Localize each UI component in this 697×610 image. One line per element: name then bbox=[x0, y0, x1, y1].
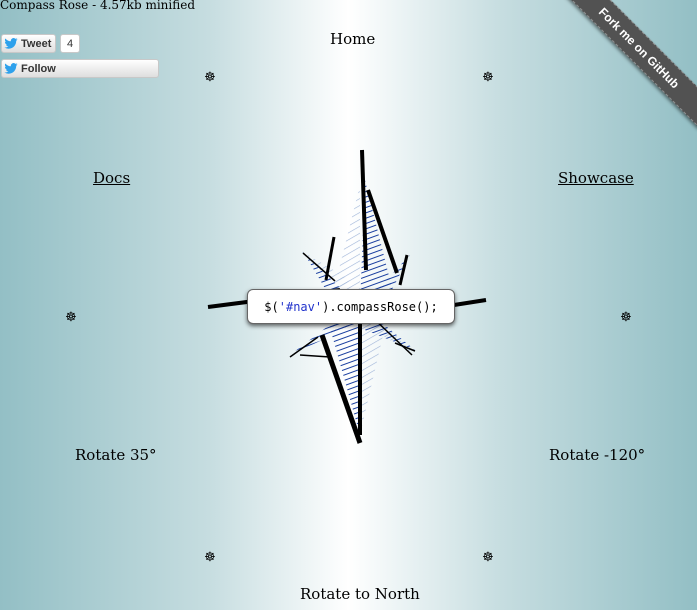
tweet-label: Tweet bbox=[21, 37, 52, 50]
nav-rotate-neg120[interactable]: Rotate -120° bbox=[549, 446, 646, 464]
nav-docs[interactable]: Docs bbox=[93, 169, 131, 187]
ship-wheel-icon: ☸ bbox=[65, 310, 77, 325]
twitter-bird-icon bbox=[4, 38, 18, 49]
page-title: Compass Rose - 4.57kb minified bbox=[0, 0, 196, 12]
nav-home[interactable]: Home bbox=[330, 30, 376, 48]
code-snippet: $('#nav').compassRose(); bbox=[247, 289, 455, 324]
github-ribbon-label[interactable]: Fork me on GitHub bbox=[558, 0, 697, 129]
github-ribbon[interactable]: Fork me on GitHub bbox=[548, 0, 697, 149]
ship-wheel-icon: ☸ bbox=[482, 550, 494, 565]
code-prefix: $( bbox=[264, 299, 279, 314]
nav-showcase[interactable]: Showcase bbox=[558, 169, 634, 187]
twitter-bird-icon bbox=[4, 63, 18, 74]
ship-wheel-icon: ☸ bbox=[204, 550, 216, 565]
ship-wheel-icon: ☸ bbox=[204, 70, 216, 85]
code-selector: '#nav' bbox=[278, 299, 323, 314]
code-suffix: ).compassRose(); bbox=[322, 299, 438, 314]
ship-wheel-icon: ☸ bbox=[482, 70, 494, 85]
ship-wheel-icon: ☸ bbox=[620, 310, 632, 325]
follow-label: Follow bbox=[21, 62, 56, 75]
tweet-count: 4 bbox=[60, 34, 80, 53]
follow-button[interactable]: Follow bbox=[1, 59, 159, 78]
compass-rose-graphic bbox=[207, 149, 487, 444]
nav-rotate-35[interactable]: Rotate 35° bbox=[75, 446, 157, 464]
nav-rotate-north[interactable]: Rotate to North bbox=[300, 585, 420, 603]
tweet-button[interactable]: Tweet bbox=[1, 34, 57, 53]
